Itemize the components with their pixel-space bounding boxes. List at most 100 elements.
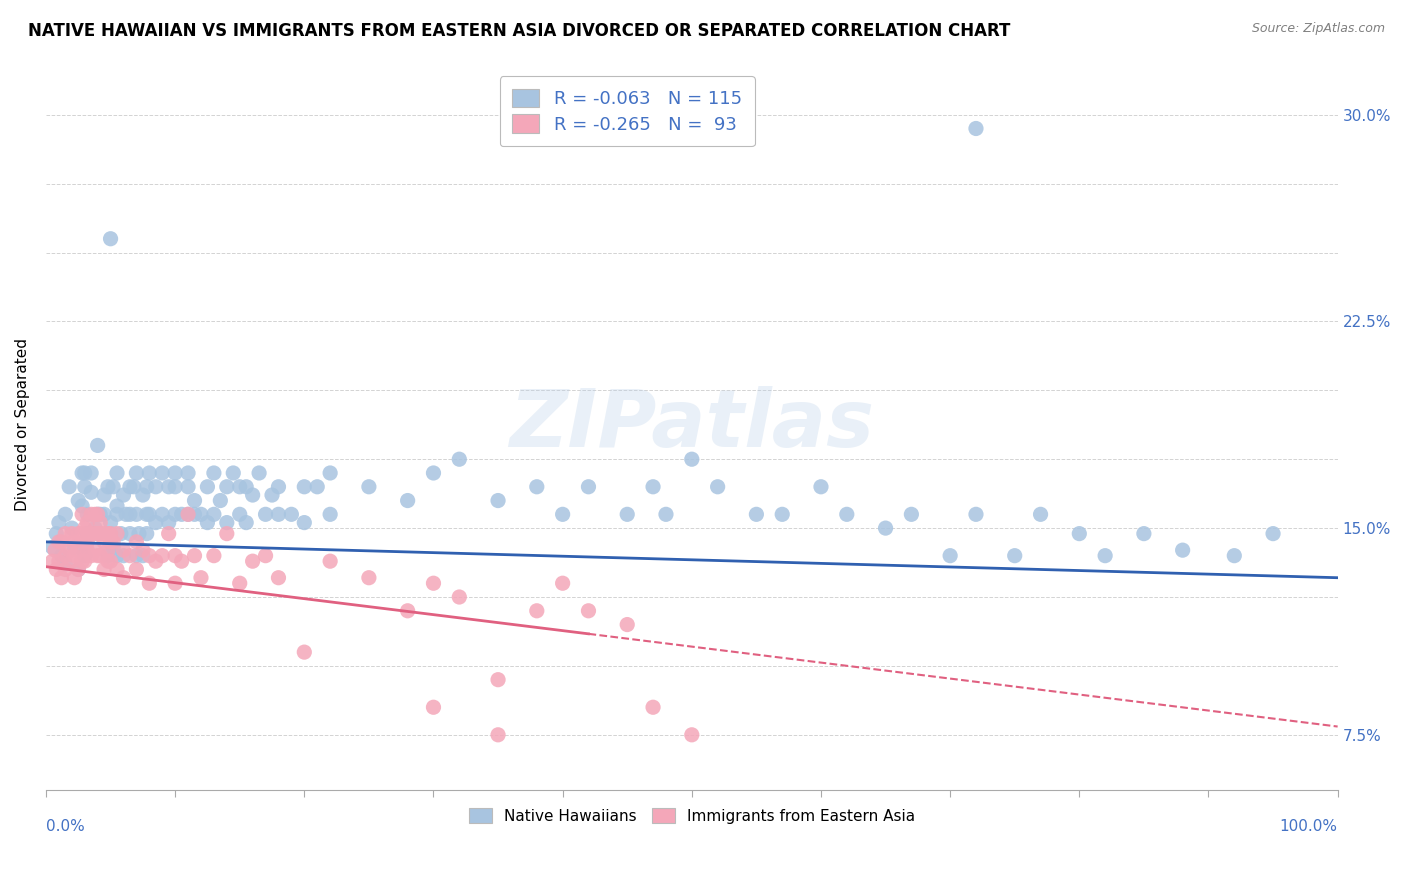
Point (197, 516, 219, 530)
Point (112, 543, 135, 558)
Point (145, 480, 167, 494)
Point (177, 480, 200, 494)
Point (150, 508, 173, 522)
Point (396, 604, 419, 618)
Point (125, 508, 148, 522)
Point (48, 554, 70, 568)
Point (135, 480, 157, 494)
Point (70, 526, 93, 541)
Point (177, 508, 200, 522)
Point (551, 508, 574, 522)
Point (422, 576, 444, 591)
Point (41, 554, 63, 568)
Point (67, 493, 90, 508)
Point (183, 549, 205, 563)
Point (45, 562, 67, 576)
Point (357, 480, 380, 494)
Point (228, 576, 250, 591)
Point (112, 488, 135, 502)
Point (319, 508, 342, 522)
Point (357, 571, 380, 585)
Point (80, 508, 103, 522)
Point (97, 526, 120, 541)
Point (486, 493, 509, 508)
Point (101, 480, 124, 494)
Point (44, 543, 66, 558)
Point (58, 480, 80, 494)
Point (101, 541, 124, 555)
Point (157, 516, 180, 530)
Point (53, 526, 76, 541)
Point (292, 516, 315, 530)
Point (97, 554, 120, 568)
Point (80, 526, 103, 541)
Point (157, 526, 180, 541)
Point (202, 466, 225, 480)
Point (63, 535, 86, 549)
Point (118, 480, 141, 494)
Point (125, 549, 148, 563)
Point (215, 526, 238, 541)
Point (449, 452, 471, 467)
Point (86, 508, 108, 522)
Point (53, 562, 76, 576)
Point (73, 535, 96, 549)
Point (267, 480, 290, 494)
Point (105, 562, 128, 576)
Point (319, 466, 342, 480)
Point (526, 480, 548, 494)
Point (110, 526, 132, 541)
Point (93, 535, 115, 549)
Point (76, 526, 98, 541)
Point (770, 508, 793, 522)
Point (105, 526, 128, 541)
Point (93, 508, 115, 522)
Point (89, 508, 111, 522)
Point (84, 508, 107, 522)
Point (67, 562, 90, 576)
Point (183, 508, 205, 522)
Point (89, 549, 111, 563)
Point (132, 549, 155, 563)
Point (80, 485, 103, 500)
Point (100, 516, 122, 530)
Point (105, 499, 128, 513)
Point (118, 526, 141, 541)
Point (135, 526, 157, 541)
Text: 100.0%: 100.0% (1279, 819, 1337, 834)
Point (135, 508, 157, 522)
Point (100, 554, 122, 568)
Point (1004, 549, 1026, 563)
Point (101, 535, 124, 549)
Point (86, 508, 108, 522)
Point (58, 543, 80, 558)
Point (67, 543, 90, 558)
Point (578, 480, 600, 494)
Point (150, 466, 173, 480)
Point (128, 526, 150, 541)
Point (242, 554, 264, 568)
Point (118, 508, 141, 522)
Point (73, 466, 96, 480)
Point (1069, 526, 1091, 541)
Point (170, 508, 193, 522)
Point (73, 549, 96, 563)
Point (247, 466, 270, 480)
Point (84, 521, 107, 535)
Point (150, 549, 173, 563)
Point (641, 700, 664, 714)
Point (939, 549, 962, 563)
Legend: Native Hawaiians, Immigrants from Eastern Asia: Native Hawaiians, Immigrants from Easter… (463, 802, 921, 830)
Point (1133, 526, 1156, 541)
Point (93, 488, 115, 502)
Point (97, 543, 120, 558)
Point (228, 508, 250, 522)
Point (810, 480, 832, 494)
Point (616, 508, 638, 522)
Point (45, 526, 67, 541)
Point (138, 549, 160, 563)
Point (183, 493, 205, 508)
Point (138, 508, 160, 522)
Point (551, 576, 574, 591)
Point (73, 521, 96, 535)
